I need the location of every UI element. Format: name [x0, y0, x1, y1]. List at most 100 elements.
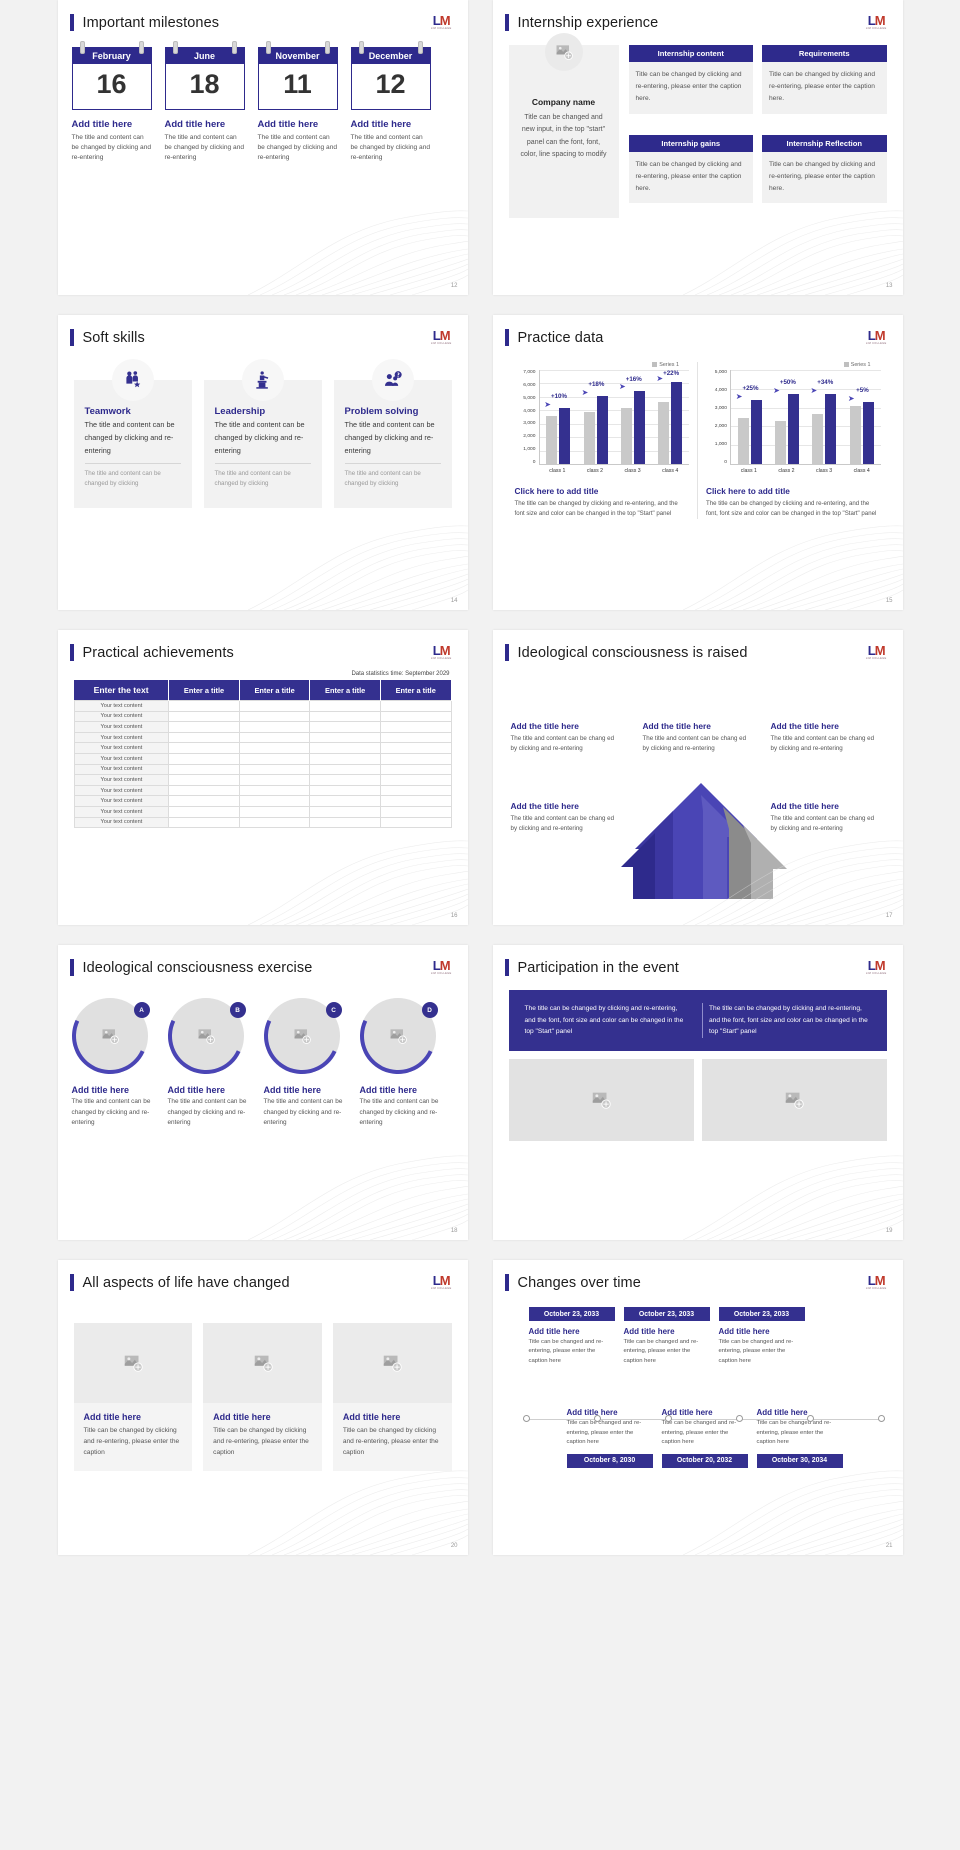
- timeline-card-top[interactable]: October 23, 2033 Add title here Title ca…: [528, 1307, 615, 1366]
- table-cell[interactable]: [309, 774, 381, 786]
- idea-block[interactable]: Add the title here The title and content…: [771, 801, 881, 834]
- skill-card[interactable]: Leadership The title and content can be …: [203, 359, 322, 508]
- table-row[interactable]: Your text content: [73, 742, 452, 754]
- table-cell[interactable]: [238, 710, 311, 723]
- table-row[interactable]: Your text content: [73, 731, 452, 744]
- slide-12[interactable]: Important milestones LM LIM COLLEGE Febr…: [57, 0, 468, 295]
- table-row[interactable]: Your text content: [73, 795, 452, 807]
- table-cell[interactable]: [168, 721, 240, 733]
- skill-card[interactable]: Teamwork The title and content can be ch…: [73, 359, 192, 508]
- table-row[interactable]: Your text content: [73, 816, 452, 829]
- table-cell[interactable]: [238, 816, 311, 829]
- table-row[interactable]: Your text content: [73, 710, 452, 723]
- table-cell[interactable]: [168, 700, 240, 712]
- table-cell[interactable]: [238, 784, 311, 797]
- table-row[interactable]: Your text content: [73, 805, 452, 818]
- table-row[interactable]: Your text content: [73, 763, 452, 776]
- milestone-card[interactable]: June 18 Add title here The title and con…: [164, 41, 245, 164]
- milestone-card[interactable]: November 11 Add title here The title and…: [257, 41, 338, 164]
- life-card[interactable]: Add title here Title can be changed by c…: [203, 1323, 322, 1471]
- internship-card[interactable]: Internship gains Title can be changed by…: [628, 134, 753, 219]
- table-cell[interactable]: [168, 763, 240, 776]
- table-row[interactable]: Your text content: [73, 774, 452, 786]
- exercise-card[interactable]: D Add title here The title and content c…: [348, 987, 447, 1129]
- table-cell[interactable]: [309, 721, 381, 733]
- table-cell[interactable]: [238, 795, 311, 807]
- exercise-card[interactable]: B Add title here The title and content c…: [156, 987, 255, 1129]
- exercise-card[interactable]: C Add title here The title and content c…: [252, 987, 351, 1129]
- table-cell[interactable]: [309, 731, 381, 744]
- chart-link[interactable]: Click here to add title: [514, 486, 599, 496]
- timeline-card-top[interactable]: October 23, 2033 Add title here Title ca…: [623, 1307, 710, 1366]
- table-cell[interactable]: [309, 784, 381, 797]
- table-cell[interactable]: [379, 784, 452, 797]
- slide-20[interactable]: All aspects of life have changed LM LIM …: [57, 1260, 468, 1555]
- timeline-card-bottom[interactable]: Add title here Title can be changed and …: [566, 1402, 653, 1468]
- company-card[interactable]: Company name Title can be changed and ne…: [508, 33, 619, 218]
- slide-19[interactable]: Participation in the event LM LIM COLLEG…: [492, 945, 903, 1240]
- table-row[interactable]: Your text content: [73, 700, 452, 712]
- image-placeholder[interactable]: [203, 1323, 322, 1403]
- table-cell[interactable]: [168, 752, 240, 765]
- timeline-card-top[interactable]: October 23, 2033 Add title here Title ca…: [718, 1307, 805, 1366]
- chart-link[interactable]: Click here to add title: [706, 486, 790, 496]
- table-cell[interactable]: [168, 816, 240, 829]
- image-placeholder[interactable]: [508, 1058, 694, 1141]
- table-row[interactable]: Your text content: [73, 721, 452, 733]
- table-cell[interactable]: [309, 752, 381, 765]
- slide-17[interactable]: Ideological consciousness is raised LM L…: [492, 630, 903, 925]
- table-cell[interactable]: [168, 710, 240, 723]
- milestone-card[interactable]: February 16 Add title here The title and…: [71, 41, 152, 164]
- table-cell[interactable]: [379, 742, 452, 754]
- table-cell[interactable]: [238, 731, 311, 744]
- table-cell[interactable]: [309, 710, 381, 723]
- table-cell[interactable]: [379, 763, 452, 776]
- table-cell[interactable]: [168, 742, 240, 754]
- table-row[interactable]: Your text content: [73, 752, 452, 765]
- internship-card[interactable]: Requirements Title can be changed by cli…: [762, 45, 887, 129]
- exercise-card[interactable]: A Add title here The title and content c…: [60, 987, 159, 1129]
- table-cell[interactable]: [309, 795, 381, 807]
- table-cell[interactable]: [238, 774, 311, 786]
- table-cell[interactable]: [168, 774, 240, 786]
- timeline-card-bottom[interactable]: Add title here Title can be changed and …: [661, 1402, 748, 1468]
- table-cell[interactable]: [309, 742, 381, 754]
- table-cell[interactable]: [238, 763, 311, 776]
- table-cell[interactable]: [379, 731, 452, 744]
- table-cell[interactable]: [238, 721, 311, 733]
- table-cell[interactable]: [379, 774, 452, 786]
- image-placeholder[interactable]: [701, 1058, 887, 1141]
- table-cell[interactable]: [238, 805, 311, 818]
- image-placeholder[interactable]: [332, 1323, 452, 1403]
- slide-18[interactable]: Ideological consciousness exercise LM LI…: [57, 945, 468, 1240]
- table-cell[interactable]: [309, 816, 381, 829]
- table-cell[interactable]: [238, 742, 311, 754]
- table-cell[interactable]: [168, 795, 240, 807]
- slide-14[interactable]: Soft skills LM LIM COLLEGE Teamwork The …: [57, 315, 468, 610]
- milestone-card[interactable]: December 12 Add title here The title and…: [350, 41, 431, 164]
- idea-block[interactable]: Add the title here The title and content…: [643, 721, 753, 754]
- table-cell[interactable]: [168, 805, 240, 818]
- slide-15[interactable]: Practice data LM LIM COLLEGE Series 1 7,…: [492, 315, 903, 610]
- table-row[interactable]: Your text content: [73, 784, 452, 797]
- table-cell[interactable]: [238, 752, 311, 765]
- life-card[interactable]: Add title here Title can be changed by c…: [73, 1323, 193, 1471]
- idea-block[interactable]: Add the title here The title and content…: [511, 801, 621, 834]
- table-cell[interactable]: [379, 752, 452, 765]
- slide-16[interactable]: Practical achievements LM LIM COLLEGE Da…: [57, 630, 468, 925]
- table-cell[interactable]: [309, 805, 381, 818]
- idea-block[interactable]: Add the title here The title and content…: [771, 721, 881, 754]
- table-cell[interactable]: [379, 816, 452, 829]
- timeline-card-bottom[interactable]: Add title here Title can be changed and …: [756, 1402, 843, 1468]
- slide-21[interactable]: Changes over time LM LIM COLLEGE October…: [492, 1260, 903, 1555]
- table-cell[interactable]: [238, 700, 311, 712]
- skill-card[interactable]: Problem solving The title and content ca…: [333, 359, 452, 508]
- table-cell[interactable]: [168, 731, 240, 744]
- internship-card[interactable]: Internship content Title can be changed …: [628, 45, 753, 129]
- table-cell[interactable]: [379, 700, 452, 712]
- table-cell[interactable]: [379, 805, 452, 818]
- life-card[interactable]: Add title here Title can be changed by c…: [332, 1323, 452, 1471]
- idea-block[interactable]: Add the title here The title and content…: [511, 721, 621, 754]
- image-placeholder[interactable]: [73, 1323, 193, 1403]
- table-cell[interactable]: [309, 700, 381, 712]
